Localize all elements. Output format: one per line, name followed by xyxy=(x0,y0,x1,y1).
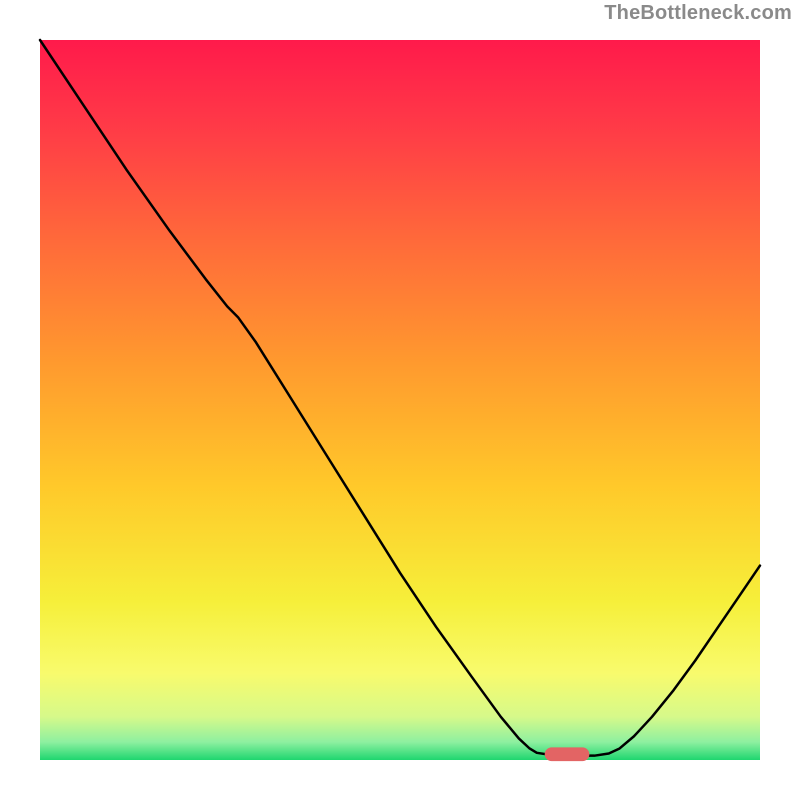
chart-svg xyxy=(0,0,800,800)
watermark-text: TheBottleneck.com xyxy=(604,2,792,25)
plot-background xyxy=(40,40,760,760)
optimal-marker xyxy=(545,747,590,761)
bottleneck-chart: TheBottleneck.com xyxy=(0,0,800,800)
